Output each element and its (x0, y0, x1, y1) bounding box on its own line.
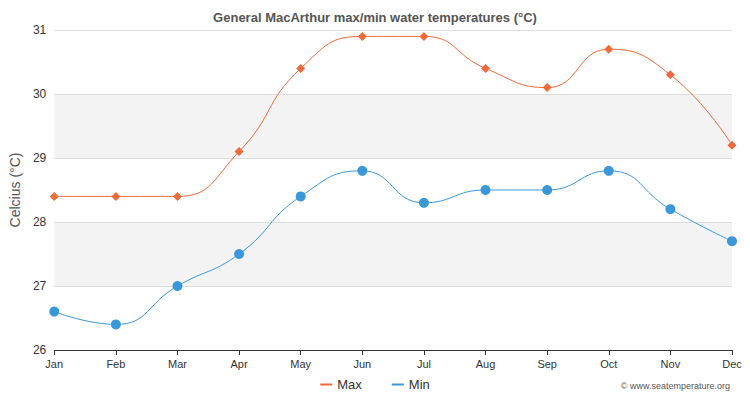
svg-text:Celcius (°C): Celcius (°C) (7, 153, 23, 228)
svg-text:Aug: Aug (476, 358, 496, 370)
svg-text:Feb: Feb (106, 358, 125, 370)
svg-text:Oct: Oct (600, 358, 617, 370)
svg-text:© www.seatemperature.org: © www.seatemperature.org (621, 381, 730, 391)
svg-text:27: 27 (33, 279, 47, 293)
svg-text:Min: Min (409, 377, 430, 392)
svg-text:General MacArthur max/min wate: General MacArthur max/min water temperat… (213, 10, 537, 25)
svg-text:26: 26 (33, 343, 47, 357)
svg-text:30: 30 (33, 87, 47, 101)
svg-text:Jun: Jun (353, 358, 371, 370)
svg-text:Max: Max (337, 377, 362, 392)
svg-text:29: 29 (33, 151, 47, 165)
svg-text:Sep: Sep (537, 358, 557, 370)
svg-text:28: 28 (33, 215, 47, 229)
svg-text:Nov: Nov (661, 358, 681, 370)
svg-text:Mar: Mar (168, 358, 187, 370)
svg-text:Jul: Jul (417, 358, 431, 370)
svg-text:Jan: Jan (45, 358, 63, 370)
svg-text:May: May (290, 358, 311, 370)
svg-text:31: 31 (33, 23, 47, 37)
svg-text:Apr: Apr (231, 358, 248, 370)
svg-text:Dec: Dec (722, 358, 742, 370)
